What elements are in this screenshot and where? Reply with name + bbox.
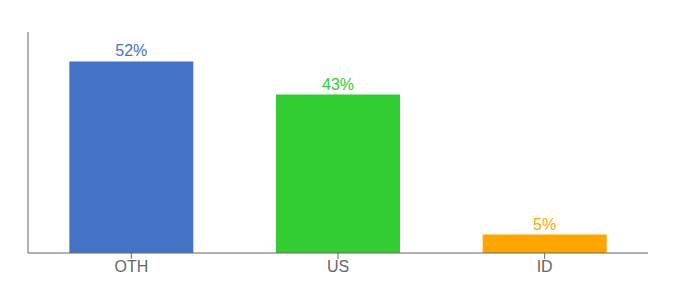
svg-text:ID: ID bbox=[537, 258, 553, 275]
svg-text:OTH: OTH bbox=[114, 258, 148, 275]
svg-text:5%: 5% bbox=[533, 216, 556, 233]
svg-text:US: US bbox=[327, 258, 349, 275]
svg-text:43%: 43% bbox=[322, 76, 354, 93]
svg-text:52%: 52% bbox=[115, 42, 147, 59]
